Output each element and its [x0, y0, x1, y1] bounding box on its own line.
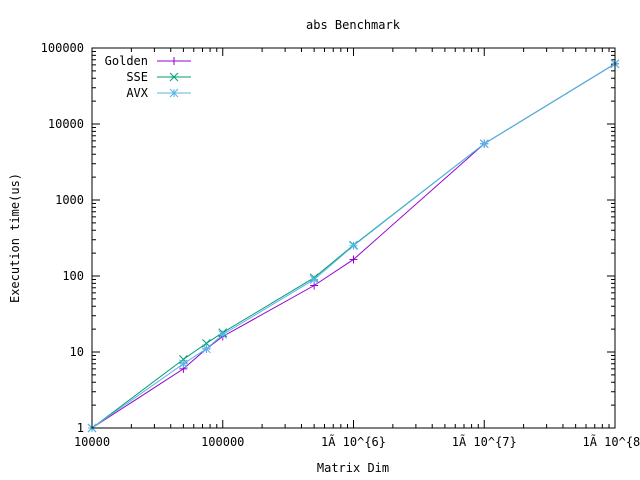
y-tick-label: 100: [62, 269, 84, 283]
y-tick-label: 10000: [48, 117, 84, 131]
chart-title: abs Benchmark: [306, 18, 401, 32]
legend-marker-avx: [169, 88, 179, 98]
legend-marker-golden: [170, 57, 178, 65]
data-point-avx: [179, 359, 188, 369]
x-tick-label: 10000: [74, 435, 110, 449]
legend-label-avx: AVX: [126, 86, 148, 100]
data-point-golden: [349, 255, 358, 264]
data-point-avx: [202, 344, 211, 354]
data-point-avx: [309, 275, 319, 284]
data-point-avx: [349, 241, 358, 251]
legend-label-sse: SSE: [126, 70, 148, 84]
y-tick-label: 1: [77, 421, 84, 435]
data-point-avx: [218, 330, 228, 339]
data-point-avx: [479, 139, 489, 149]
x-axis-label: Matrix Dim: [317, 461, 389, 475]
y-tick-label: 100000: [41, 41, 84, 55]
axis-ticks: 1 10 100 1000 10000 100000 10000 100000 1Ã 10^{6…: [41, 41, 640, 449]
y-axis-label: Execution time(us): [8, 173, 22, 303]
series-line-avx: [91, 63, 616, 429]
legend-label-golden: Golden: [105, 54, 148, 68]
x-tick-label: 1Ã 10^{7}: [452, 434, 517, 449]
plot-frame: [91, 47, 616, 429]
legend-marker-sse: [169, 72, 179, 82]
x-tick-label: 100000: [201, 435, 244, 449]
legend: Golden SSE AVX: [105, 54, 191, 100]
series-line-golden: [91, 63, 616, 429]
y-tick-label: 10: [70, 345, 84, 359]
x-tick-label: 1Ã 10^{8}: [582, 434, 640, 449]
y-tick-label: 1000: [55, 193, 84, 207]
x-tick-label: 1Ã 10^{6}: [321, 434, 386, 449]
